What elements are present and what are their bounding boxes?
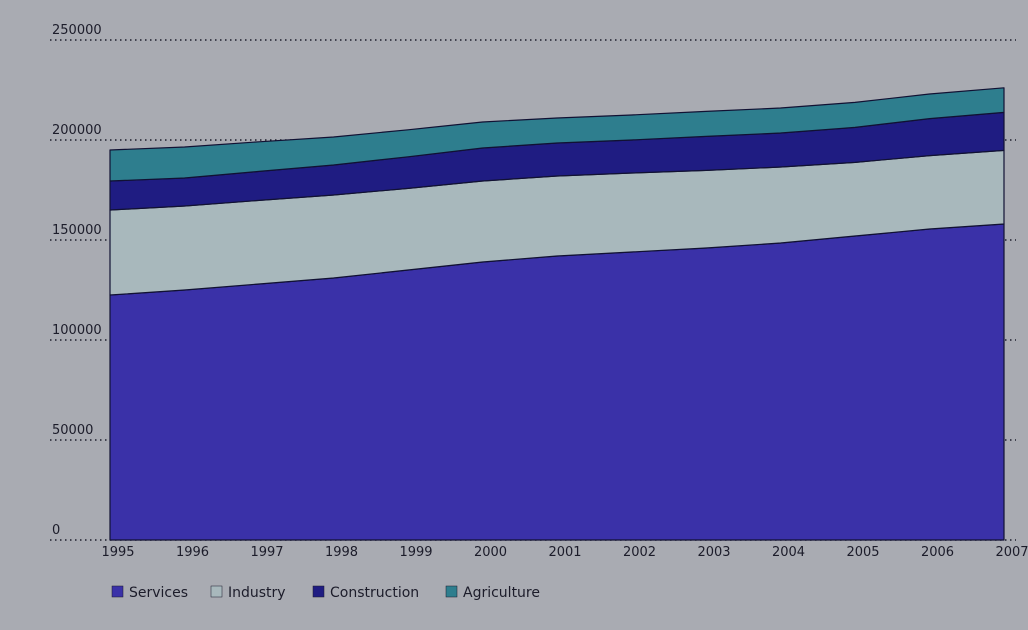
x-tick-label: 2002 (623, 545, 656, 560)
x-tick-label: 2004 (772, 545, 805, 560)
y-tick-label: 50000 (52, 423, 93, 438)
y-tick-label: 200000 (52, 123, 102, 138)
y-tick-label: 0 (52, 523, 60, 538)
x-tick-label: 1999 (399, 545, 432, 560)
x-tick-label: 1997 (250, 545, 283, 560)
legend-swatch-construction (312, 585, 325, 598)
x-axis-tick-labels: 1995 1996 1997 1998 1999 2000 2001 2002 2003 2004… (101, 545, 1028, 560)
x-tick-label: 1998 (325, 545, 358, 560)
legend-swatch-agriculture (445, 585, 458, 598)
x-tick-label: 2007 (995, 545, 1028, 560)
y-tick-label: 100000 (52, 323, 102, 338)
x-tick-label: 1996 (176, 545, 209, 560)
y-axis-tick-labels: 0 50000 100000 150000 200000 250000 (52, 23, 102, 538)
y-tick-label: 150000 (52, 223, 102, 238)
x-tick-label: 2000 (474, 545, 507, 560)
area-series (109, 87, 1005, 541)
legend-label-agriculture: Agriculture (463, 585, 540, 601)
legend-label-services: Services (129, 585, 188, 601)
x-tick-label: 2006 (921, 545, 954, 560)
legend-label-construction: Construction (330, 585, 419, 601)
legend-swatch-industry (210, 585, 223, 598)
area-agriculture (109, 87, 1005, 182)
x-tick-label: 1995 (101, 545, 134, 560)
y-tick-label: 250000 (52, 23, 102, 38)
legend-label-industry: Industry (228, 585, 286, 601)
x-tick-label: 2005 (846, 545, 879, 560)
x-tick-label: 2001 (548, 545, 581, 560)
legend: Services Industry Construction Agriculture (111, 585, 540, 601)
legend-swatch-services (111, 585, 124, 598)
x-tick-label: 2003 (697, 545, 730, 560)
